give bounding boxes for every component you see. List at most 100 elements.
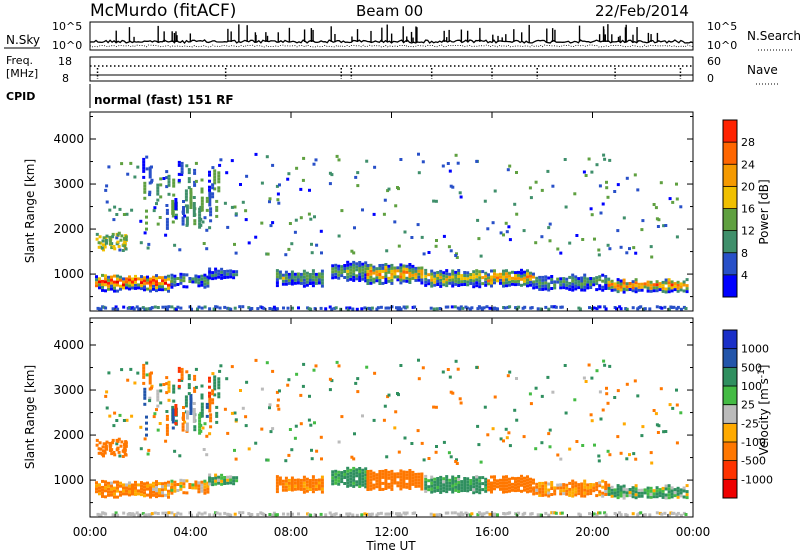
power-cell <box>143 282 146 286</box>
power-cell <box>625 307 629 311</box>
velocity-cell <box>146 484 149 488</box>
velocity-cell <box>200 402 204 406</box>
velocity-colorbar-tick-label: 100 <box>741 380 762 393</box>
power-cell <box>616 183 620 187</box>
power-cell <box>416 223 420 227</box>
power-cell <box>375 273 379 277</box>
velocity-cell <box>487 482 490 486</box>
power-cell <box>616 278 620 282</box>
power-cell <box>661 286 665 290</box>
velocity-cell <box>234 457 238 461</box>
velocity-cell <box>104 445 108 448</box>
velocity-y-label: Slant Range [km] <box>23 365 37 469</box>
power-cell <box>317 275 321 279</box>
power-cell <box>147 242 151 246</box>
velocity-cell <box>541 481 545 485</box>
power-cell <box>655 305 659 309</box>
velocity-cell <box>208 476 212 480</box>
velocity-cell <box>351 513 355 517</box>
power-cell <box>351 307 355 311</box>
power-cell <box>206 275 210 279</box>
power-cell <box>451 269 455 273</box>
power-cell <box>598 284 602 288</box>
velocity-colorbar-tick-label: 1000 <box>741 343 769 356</box>
power-cell <box>179 306 183 310</box>
power-cell <box>102 248 105 252</box>
power-cell <box>390 263 394 267</box>
velocity-cell <box>592 489 596 493</box>
power-cell <box>379 305 383 309</box>
power-cell <box>135 305 139 309</box>
power-cell <box>177 172 181 176</box>
power-cell <box>125 277 128 281</box>
velocity-cell <box>189 403 193 406</box>
power-cell <box>358 276 362 279</box>
power-cell <box>167 305 171 309</box>
power-cell <box>482 306 486 310</box>
velocity-cell <box>145 415 148 419</box>
power-cell <box>159 183 163 187</box>
power-cell <box>302 278 306 282</box>
power-cell <box>174 201 178 204</box>
power-cell <box>158 282 161 286</box>
power-cell <box>354 175 358 179</box>
velocity-cell <box>213 387 217 391</box>
velocity-cell <box>143 485 146 489</box>
velocity-cell <box>353 432 356 436</box>
power-cell <box>673 282 677 286</box>
power-cell <box>95 284 98 288</box>
power-cell <box>180 170 184 174</box>
velocity-cell <box>460 480 464 484</box>
power-cell <box>640 282 644 286</box>
velocity-cell <box>113 489 116 493</box>
power-cell <box>223 270 227 273</box>
velocity-cell <box>562 486 566 490</box>
velocity-cell <box>159 383 163 387</box>
power-cell <box>676 280 680 284</box>
power-cell <box>427 279 431 283</box>
velocity-cell <box>148 375 152 379</box>
velocity-cell <box>205 402 209 406</box>
velocity-cell <box>373 371 377 375</box>
power-cell <box>113 280 116 284</box>
velocity-cell <box>632 452 636 456</box>
velocity-cell <box>387 482 391 486</box>
velocity-cell <box>616 487 620 491</box>
power-cell <box>299 216 303 220</box>
power-cell <box>177 163 181 167</box>
velocity-cell <box>544 487 548 491</box>
velocity-cell <box>185 416 189 420</box>
power-cell <box>203 285 207 289</box>
velocity-cell <box>311 481 315 485</box>
velocity-cell <box>311 484 315 488</box>
velocity-cell <box>523 485 526 489</box>
power-cell <box>185 210 189 214</box>
velocity-cell <box>441 370 445 374</box>
velocity-cell <box>402 485 406 489</box>
nsearch-tick-high: 10^5 <box>707 20 737 33</box>
power-cell <box>226 269 230 273</box>
velocity-cell <box>364 467 368 471</box>
velocity-cell <box>446 511 450 515</box>
power-cell <box>189 206 193 209</box>
velocity-cell <box>457 490 461 493</box>
power-cell <box>116 307 120 311</box>
velocity-cell <box>174 419 178 423</box>
velocity-cell <box>631 492 635 496</box>
power-cell <box>275 281 279 285</box>
power-cell <box>372 268 376 272</box>
power-ytick-label: 2000 <box>53 222 84 236</box>
power-cell <box>158 276 161 280</box>
velocity-cell <box>625 488 629 492</box>
velocity-cell <box>487 485 490 489</box>
power-cell <box>145 221 148 225</box>
velocity-cell <box>185 428 189 432</box>
velocity-cell <box>142 366 146 370</box>
velocity-colorbar-swatch <box>723 386 737 406</box>
power-cell <box>424 283 428 287</box>
velocity-cell <box>170 488 174 492</box>
power-cell <box>454 153 458 157</box>
velocity-cell <box>187 392 191 396</box>
power-cell <box>116 280 119 284</box>
velocity-cell <box>457 481 461 484</box>
